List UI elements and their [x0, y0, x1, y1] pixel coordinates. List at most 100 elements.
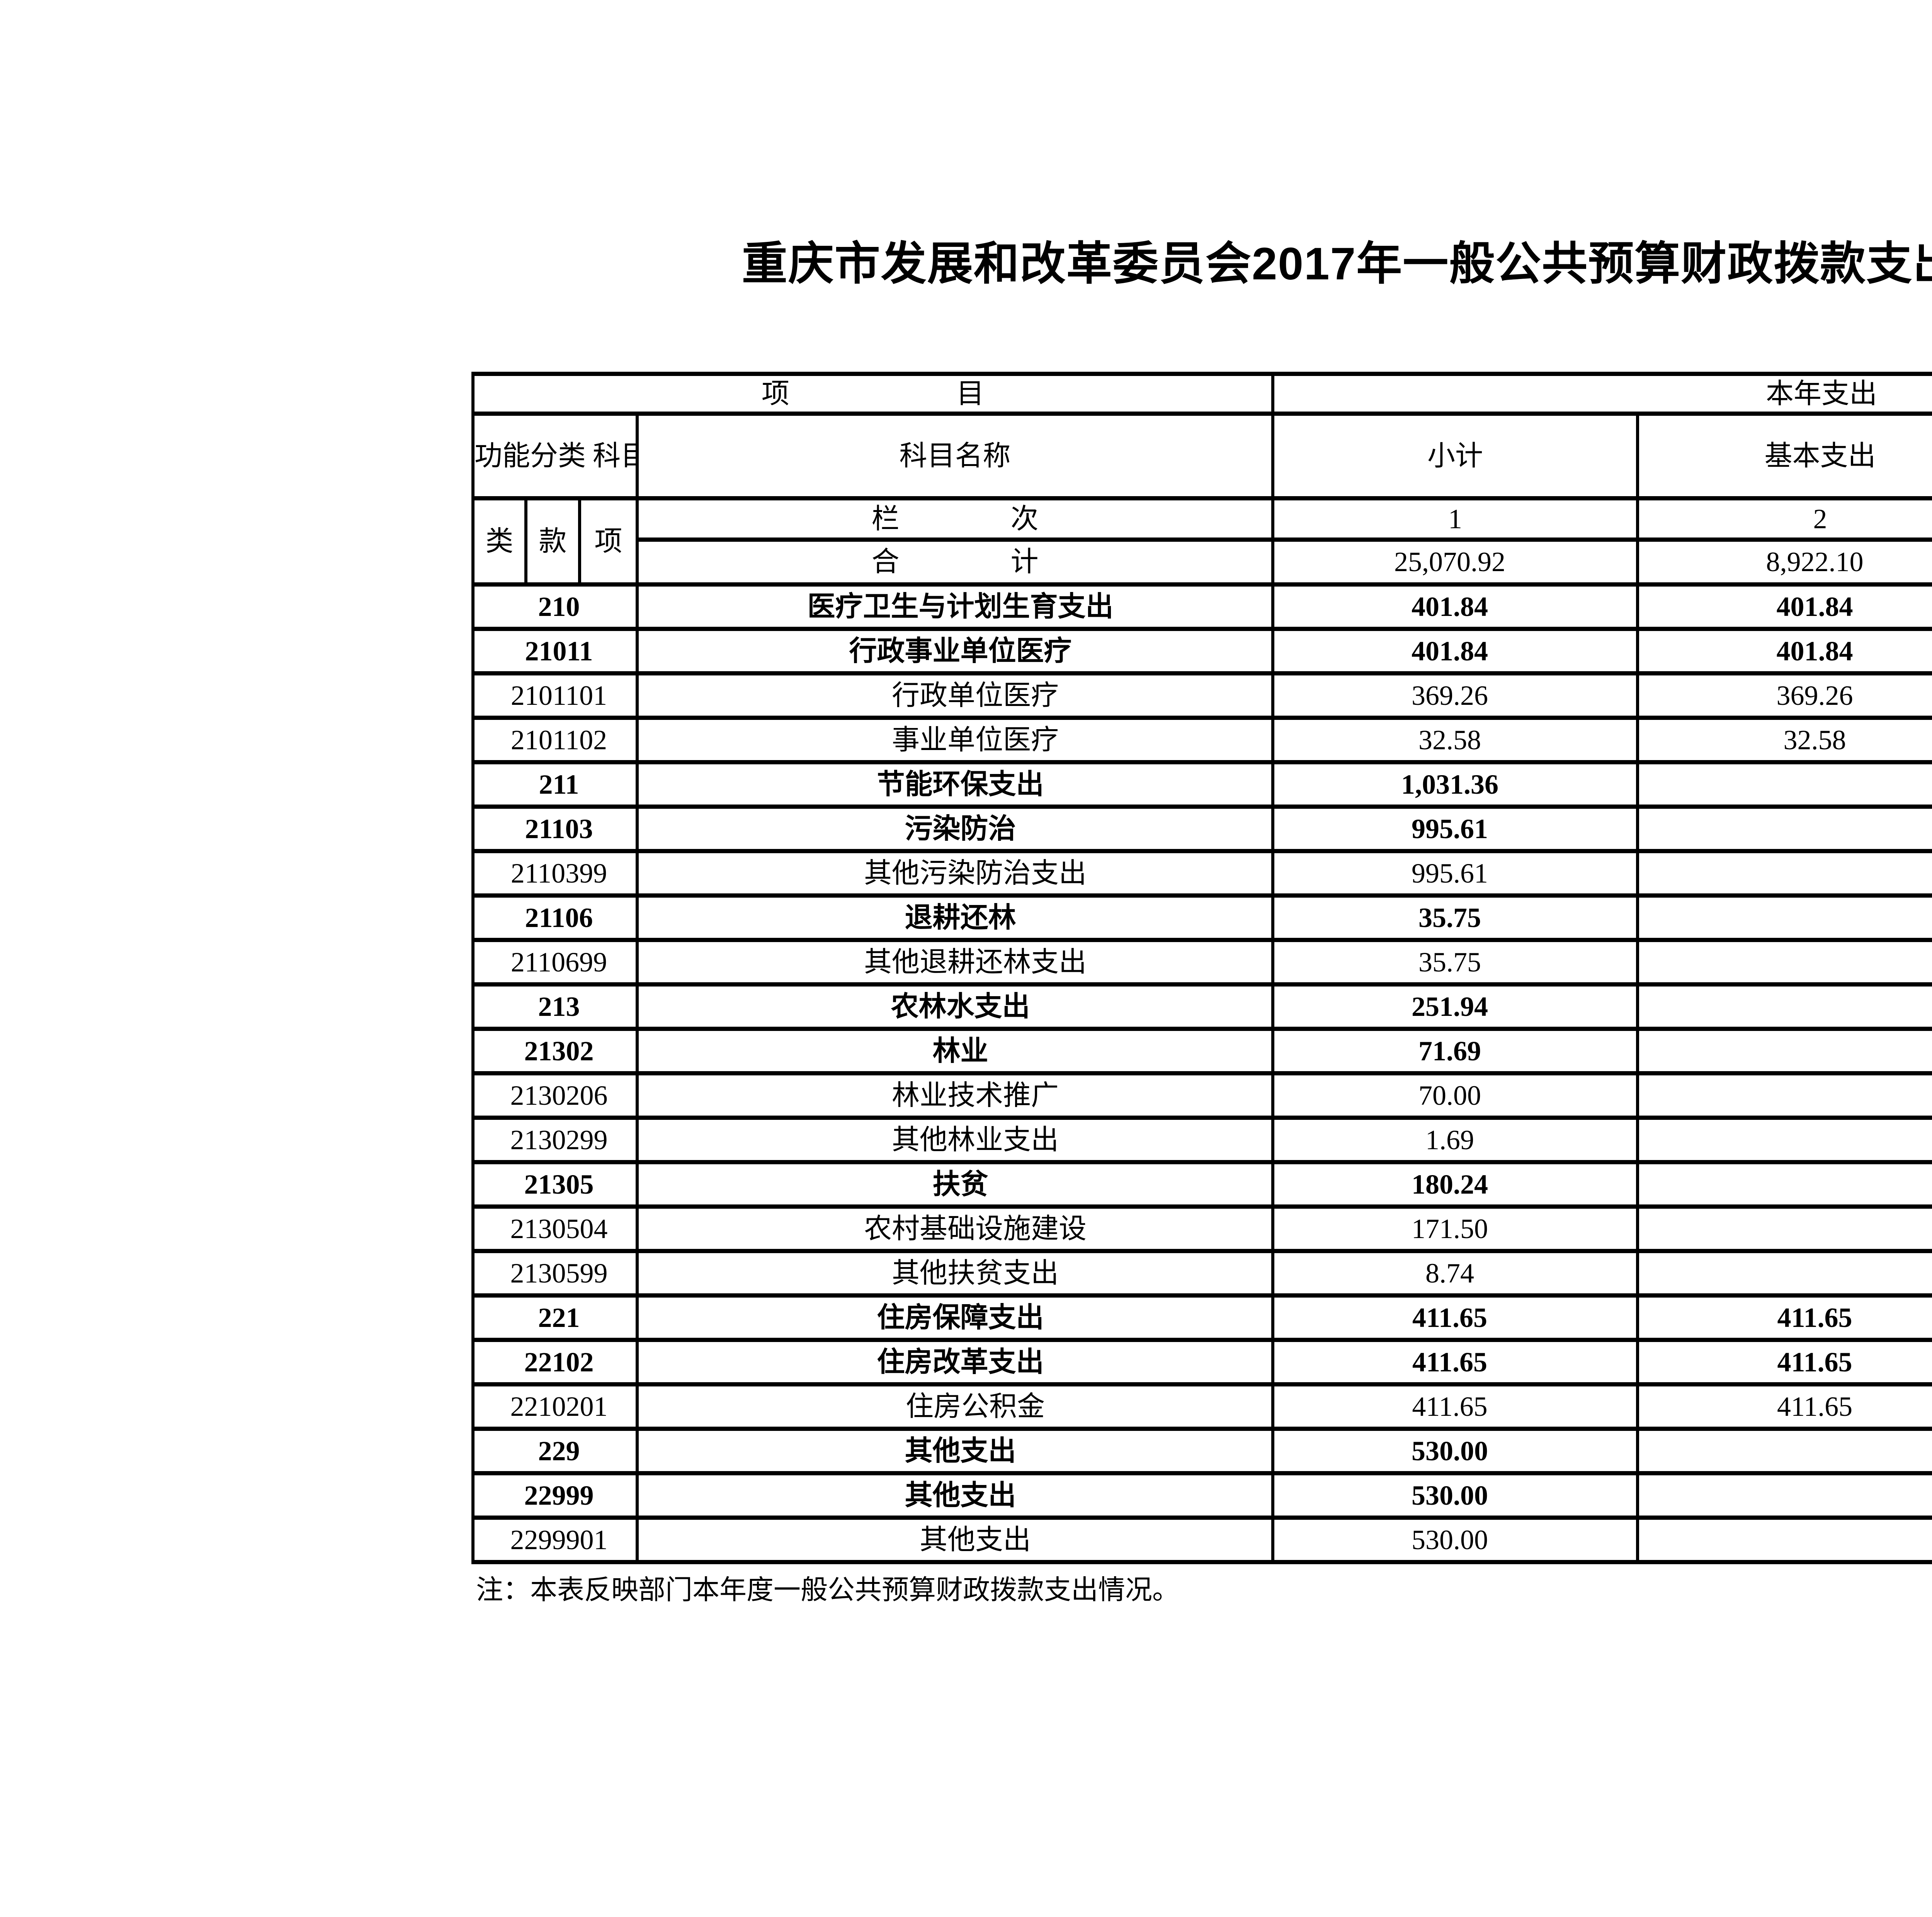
- row-code-cell: 2101101: [471, 671, 639, 720]
- total-subtotal-cell: 25,070.92: [1271, 538, 1639, 587]
- row-basic-expense-cell: [1636, 1071, 1932, 1120]
- row-subject-name-cell: 其他支出: [635, 1516, 1275, 1564]
- row-subject-name-cell: 农林水支出: [635, 982, 1275, 1031]
- row-subtotal-cell: 71.69: [1271, 1027, 1639, 1075]
- row-subtotal-cell: 411.65: [1271, 1293, 1639, 1342]
- row-basic-expense-cell: [1636, 760, 1932, 809]
- header-code-cell: 功能分类 科目编码: [471, 412, 639, 500]
- row-code-cell: 2299901: [471, 1516, 639, 1564]
- page-title: 重庆市发展和改革委员会2017年一般公共预算财政拨款支出决算表: [742, 238, 1932, 289]
- row-subject-name-cell: 住房改革支出: [635, 1338, 1275, 1386]
- budget-expenditure-table: 项 目 本年支出 功能分类 科目编码 科目名称 小计 基本支出 项目支出 类 款…: [471, 372, 1932, 1564]
- row-subtotal-cell: 251.94: [1271, 982, 1639, 1031]
- row-code-cell: 21103: [471, 805, 639, 853]
- row-subtotal-cell: 35.75: [1271, 893, 1639, 942]
- row-subject-name-cell: 住房保障支出: [635, 1293, 1275, 1342]
- row-subject-name-cell: 其他支出: [635, 1471, 1275, 1520]
- header-item-cell: 项 目: [471, 372, 1275, 416]
- row-code-cell: 213: [471, 982, 639, 1031]
- row-code-cell: 22999: [471, 1471, 639, 1520]
- row-code-cell: 229: [471, 1427, 639, 1475]
- row-subject-name-cell: 其他支出: [635, 1427, 1275, 1475]
- row-subtotal-cell: 530.00: [1271, 1516, 1639, 1564]
- table-row: 21103 污染防治 995.61 995.61: [471, 805, 1932, 853]
- row-subject-name-cell: 其他退耕还林支出: [635, 938, 1275, 987]
- table-row: 2130599 其他扶贫支出 8.74 8.74: [471, 1249, 1932, 1298]
- section-column-cell: 款: [524, 496, 581, 587]
- table-row: 21305 扶贫 180.24 180.24: [471, 1160, 1932, 1209]
- row-basic-expense-cell: [1636, 1027, 1932, 1075]
- row-code-cell: 2130504: [471, 1204, 639, 1253]
- row-code-cell: 21302: [471, 1027, 639, 1075]
- row-code-cell: 21011: [471, 627, 639, 675]
- row-code-cell: 22102: [471, 1338, 639, 1386]
- row-basic-expense-cell: [1636, 1471, 1932, 1520]
- row-basic-expense-cell: [1636, 1204, 1932, 1253]
- table-row: 2210201 住房公积金 411.65 411.65: [471, 1382, 1932, 1431]
- row-code-cell: 2110399: [471, 849, 639, 898]
- column-2-cell: 2: [1636, 496, 1932, 542]
- row-subtotal-cell: 171.50: [1271, 1204, 1639, 1253]
- row-subtotal-cell: 411.65: [1271, 1382, 1639, 1431]
- row-subtotal-cell: 530.00: [1271, 1427, 1639, 1475]
- table-row: 2110699 其他退耕还林支出 35.75 35.75: [471, 938, 1932, 987]
- class-column-cell: 类: [471, 496, 527, 587]
- row-subtotal-cell: 401.84: [1271, 582, 1639, 631]
- table-row: 2130504 农村基础设施建设 171.50 171.50: [471, 1204, 1932, 1253]
- row-basic-expense-cell: 369.26: [1636, 671, 1932, 720]
- table-row: 2110399 其他污染防治支出 995.61 995.61: [471, 849, 1932, 898]
- row-code-cell: 21305: [471, 1160, 639, 1209]
- row-subtotal-cell: 70.00: [1271, 1071, 1639, 1120]
- table-row: 2130206 林业技术推广 70.00 70.00: [471, 1071, 1932, 1120]
- table-row: 210 医疗卫生与计划生育支出 401.84 401.84: [471, 582, 1932, 631]
- table-row: 21106 退耕还林 35.75 35.75: [471, 893, 1932, 942]
- row-code-cell: 2130599: [471, 1249, 639, 1298]
- row-subject-name-cell: 林业: [635, 1027, 1275, 1075]
- table-row: 211 节能环保支出 1,031.36 1,031.36: [471, 760, 1932, 809]
- row-subject-name-cell: 污染防治: [635, 805, 1275, 853]
- row-code-cell: 2110699: [471, 938, 639, 987]
- column-index-label-cell: 栏 次: [635, 496, 1275, 542]
- total-label-cell: 合 计: [635, 538, 1275, 587]
- row-subtotal-cell: 369.26: [1271, 671, 1639, 720]
- row-subject-name-cell: 节能环保支出: [635, 760, 1275, 809]
- row-basic-expense-cell: [1636, 1516, 1932, 1564]
- row-basic-expense-cell: [1636, 805, 1932, 853]
- row-subject-name-cell: 其他污染防治支出: [635, 849, 1275, 898]
- table-row: 21011 行政事业单位医疗 401.84 401.84: [471, 627, 1932, 675]
- table-row: 221 住房保障支出 411.65 411.65: [471, 1293, 1932, 1342]
- row-subject-name-cell: 农村基础设施建设: [635, 1204, 1275, 1253]
- row-code-cell: 2130299: [471, 1116, 639, 1164]
- table-row: 213 农林水支出 251.94 251.94: [471, 982, 1932, 1031]
- row-subject-name-cell: 行政单位医疗: [635, 671, 1275, 720]
- row-subtotal-cell: 180.24: [1271, 1160, 1639, 1209]
- item-column-cell: 项: [578, 496, 639, 587]
- row-code-cell: 21106: [471, 893, 639, 942]
- total-basic-cell: 8,922.10: [1636, 538, 1932, 587]
- row-subject-name-cell: 医疗卫生与计划生育支出: [635, 582, 1275, 631]
- table-code-label: 公开05表: [471, 287, 1932, 316]
- column-1-cell: 1: [1271, 496, 1639, 542]
- row-basic-expense-cell: 401.84: [1636, 582, 1932, 631]
- row-subject-name-cell: 事业单位医疗: [635, 716, 1275, 764]
- row-subject-name-cell: 行政事业单位医疗: [635, 627, 1275, 675]
- row-basic-expense-cell: [1636, 1427, 1932, 1475]
- row-subtotal-cell: 1.69: [1271, 1116, 1639, 1164]
- row-basic-expense-cell: [1636, 893, 1932, 942]
- row-basic-expense-cell: 411.65: [1636, 1338, 1932, 1386]
- row-subtotal-cell: 1,031.36: [1271, 760, 1639, 809]
- row-code-cell: 221: [471, 1293, 639, 1342]
- unit-label: 金额单位：万元: [471, 333, 1932, 363]
- header-basic-cell: 基本支出: [1636, 412, 1932, 500]
- row-basic-expense-cell: [1636, 1249, 1932, 1298]
- row-basic-expense-cell: 411.65: [1636, 1382, 1932, 1431]
- header-year-expense-cell: 本年支出: [1271, 372, 1932, 416]
- header-subtotal-cell: 小计: [1271, 412, 1639, 500]
- row-code-cell: 2130206: [471, 1071, 639, 1120]
- table-row: 2101102 事业单位医疗 32.58 32.58: [471, 716, 1932, 764]
- row-subject-name-cell: 住房公积金: [635, 1382, 1275, 1431]
- row-basic-expense-cell: [1636, 938, 1932, 987]
- row-basic-expense-cell: 401.84: [1636, 627, 1932, 675]
- row-subject-name-cell: 扶贫: [635, 1160, 1275, 1209]
